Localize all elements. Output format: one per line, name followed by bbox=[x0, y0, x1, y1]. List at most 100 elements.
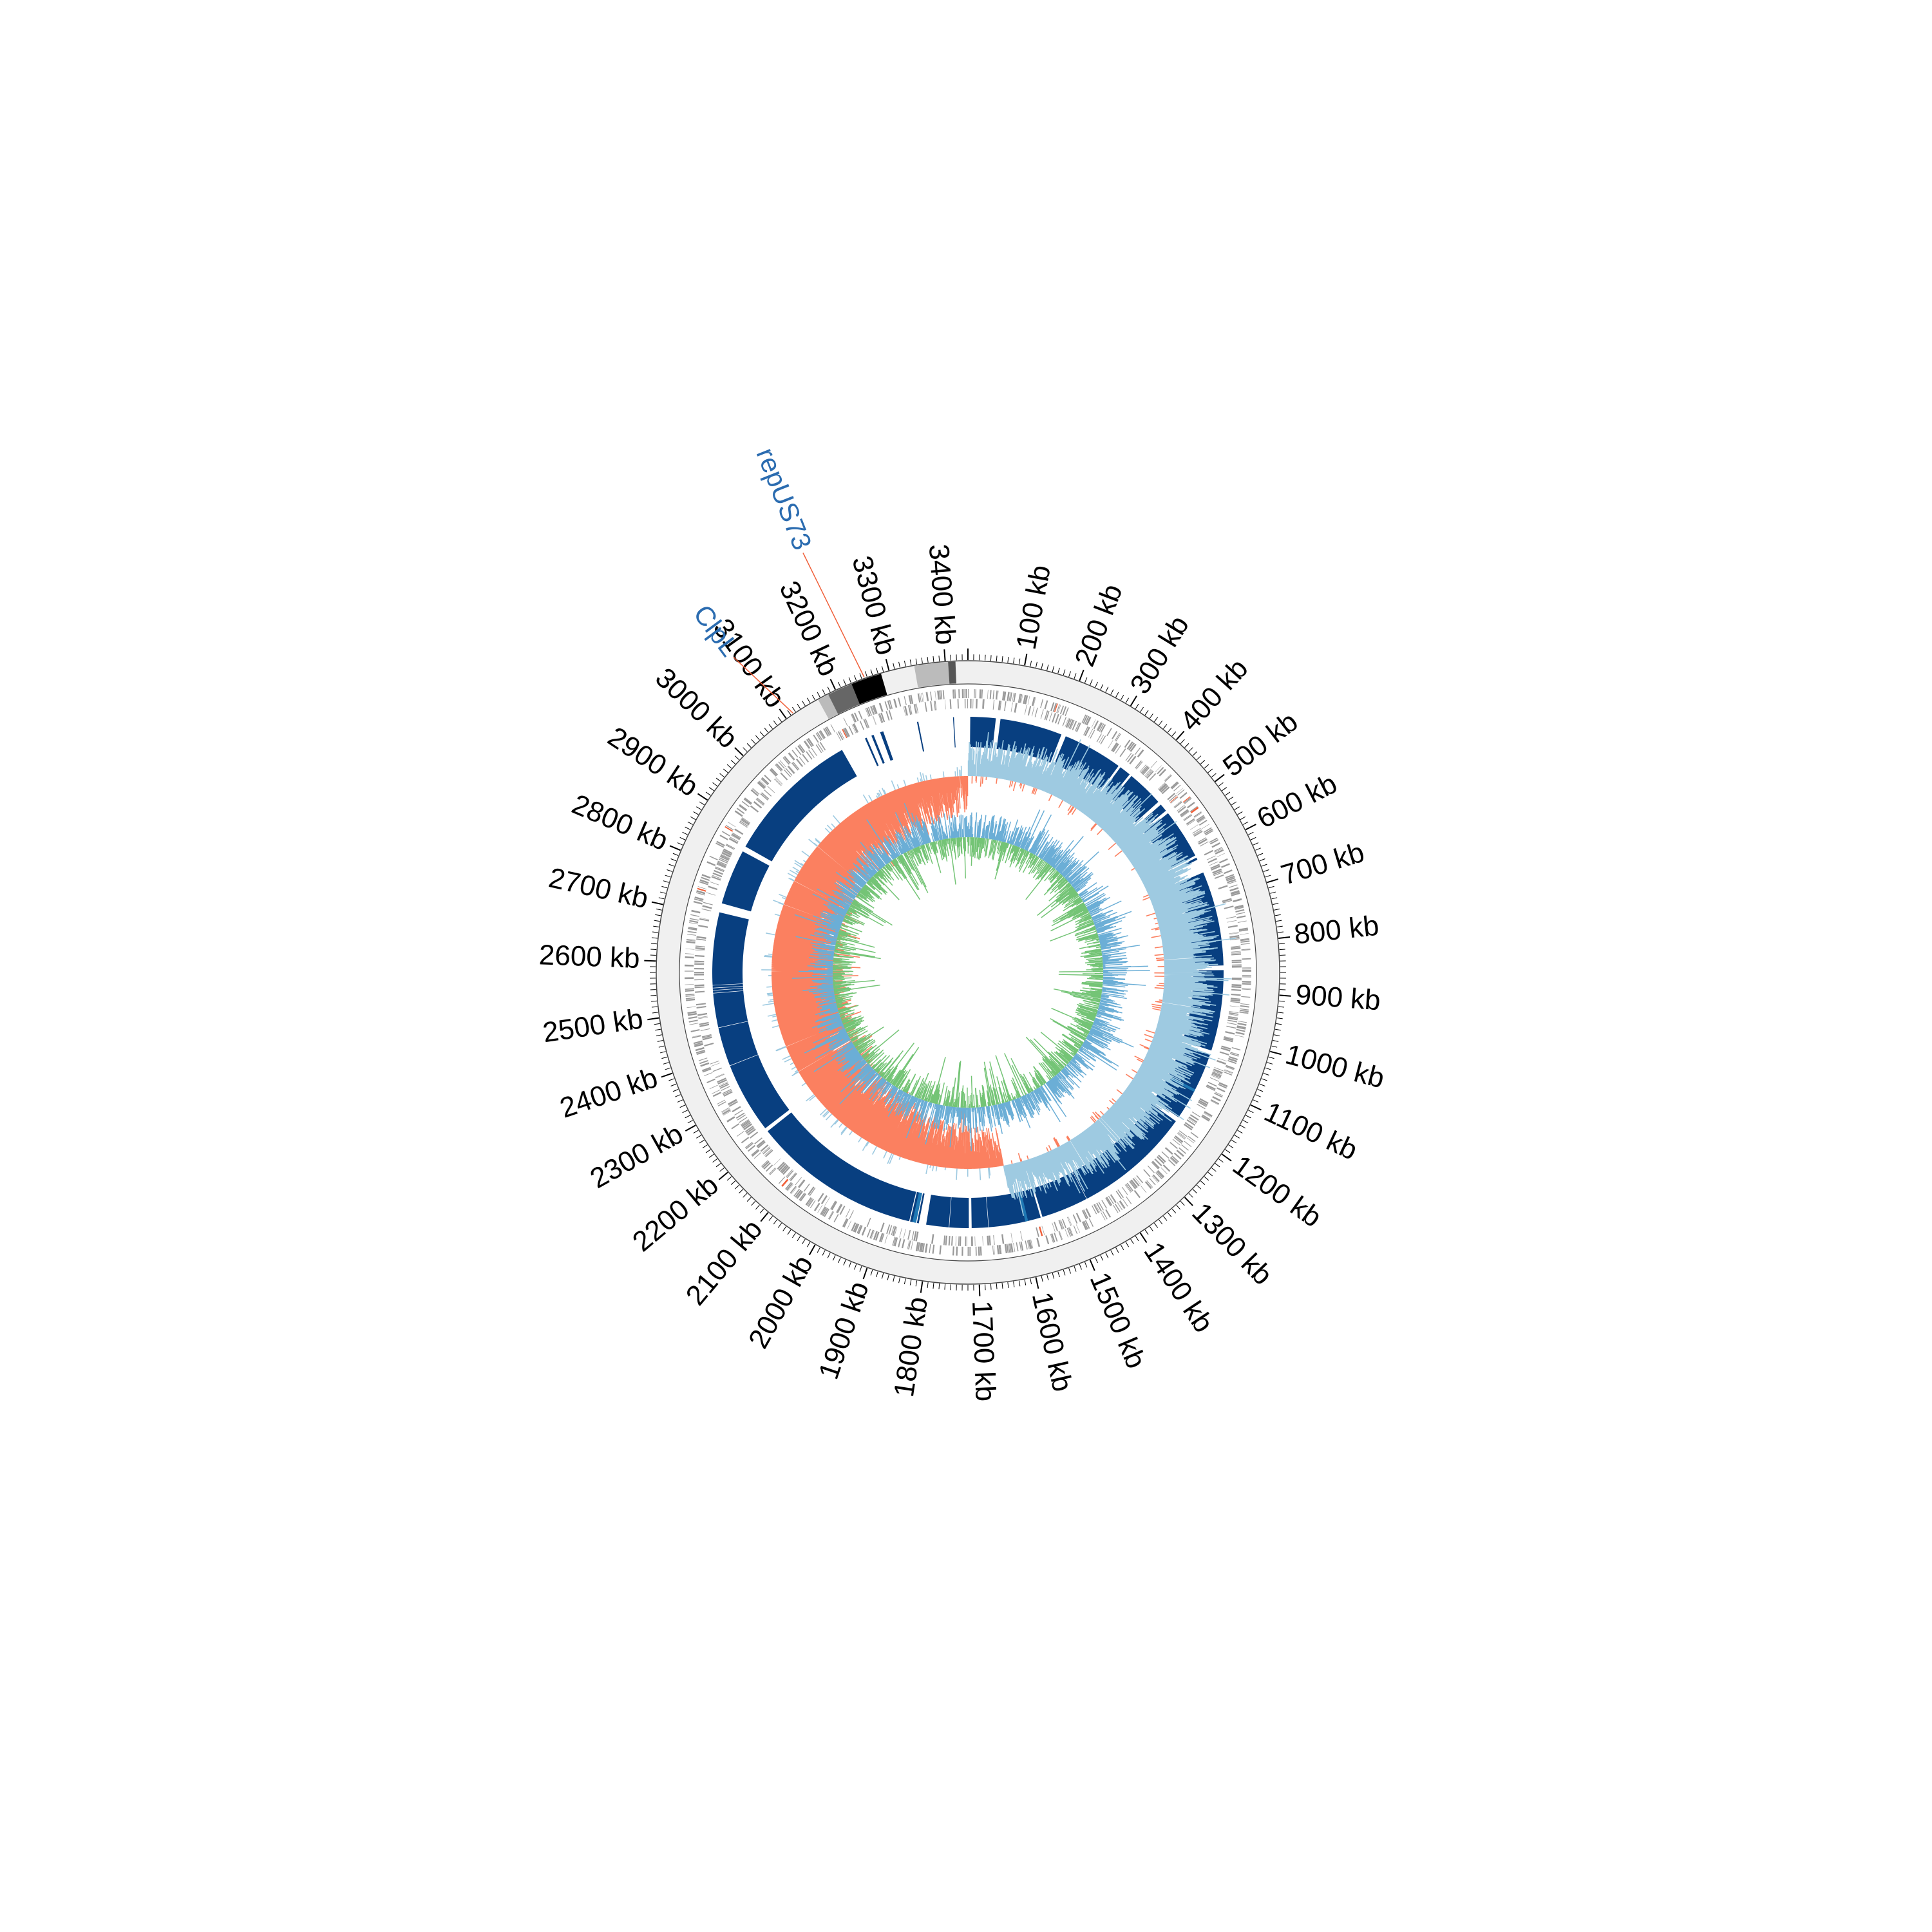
gene-feature bbox=[1151, 1160, 1160, 1169]
gene-feature bbox=[1013, 1243, 1016, 1252]
minor-tick bbox=[843, 1260, 846, 1265]
gene-feature bbox=[1134, 1177, 1141, 1185]
gene-feature bbox=[1222, 898, 1232, 902]
minor-tick bbox=[696, 1135, 702, 1139]
gene-feature bbox=[1230, 890, 1240, 894]
gene-feature bbox=[904, 706, 908, 716]
minor-tick bbox=[1204, 764, 1209, 769]
gene-feature bbox=[1203, 827, 1212, 833]
gene-feature bbox=[685, 995, 695, 997]
gene-feature bbox=[1051, 1233, 1056, 1243]
minor-tick bbox=[1074, 1265, 1077, 1272]
gene-feature bbox=[1197, 837, 1207, 843]
minor-tick bbox=[1063, 1269, 1066, 1276]
gene-feature bbox=[703, 902, 713, 905]
minor-tick bbox=[668, 864, 675, 867]
gene-feature bbox=[747, 1128, 755, 1135]
gene-feature bbox=[773, 1158, 781, 1166]
gene-feature bbox=[735, 1112, 745, 1119]
gene-feature bbox=[686, 998, 696, 1001]
gene-feature bbox=[1170, 1142, 1178, 1150]
gene-feature bbox=[857, 1224, 862, 1234]
gene-feature bbox=[716, 840, 725, 847]
gene-feature bbox=[1198, 819, 1208, 826]
gene-feature bbox=[975, 689, 976, 699]
gene-feature bbox=[717, 1077, 726, 1083]
minor-tick bbox=[876, 667, 878, 674]
gene-feature bbox=[854, 1224, 860, 1233]
minor-tick bbox=[938, 656, 940, 662]
gene-feature bbox=[830, 724, 836, 733]
gene-feature bbox=[709, 855, 718, 860]
gene-feature bbox=[797, 745, 804, 753]
gene-feature bbox=[1031, 706, 1035, 717]
gene-feature bbox=[706, 861, 716, 866]
major-tick bbox=[647, 1017, 659, 1021]
gene-feature bbox=[1170, 796, 1178, 803]
minor-tick bbox=[933, 1283, 934, 1289]
gene-feature bbox=[761, 792, 770, 800]
gene-feature bbox=[880, 1222, 885, 1233]
gene-feature bbox=[1225, 1066, 1235, 1070]
homology-segment bbox=[1102, 767, 1130, 798]
gene-feature bbox=[819, 741, 826, 751]
gene-feature bbox=[795, 758, 804, 768]
gene-feature bbox=[757, 1141, 766, 1149]
gene-feature bbox=[893, 698, 898, 708]
major-tick bbox=[1250, 1104, 1262, 1111]
gene-feature bbox=[1187, 801, 1195, 809]
gene-feature bbox=[736, 808, 745, 814]
gene-feature bbox=[742, 1122, 752, 1129]
gene-feature bbox=[1214, 848, 1223, 853]
minor-tick bbox=[1125, 697, 1130, 703]
gene-feature bbox=[1229, 932, 1239, 934]
minor-tick bbox=[1115, 1247, 1119, 1253]
gene-feature bbox=[1010, 702, 1013, 712]
gene-feature bbox=[954, 689, 956, 699]
gene-feature bbox=[712, 875, 721, 879]
minor-tick bbox=[802, 1238, 806, 1244]
minor-tick bbox=[1270, 891, 1276, 894]
gene-feature bbox=[1152, 1174, 1160, 1182]
gene-feature bbox=[803, 1183, 810, 1192]
gene-feature bbox=[925, 692, 929, 701]
minor-tick bbox=[665, 875, 671, 878]
gene-feature bbox=[937, 690, 940, 700]
gene-feature bbox=[970, 1246, 971, 1256]
minor-tick bbox=[1279, 949, 1285, 951]
gene-feature bbox=[685, 977, 694, 980]
gene-feature bbox=[1240, 938, 1250, 942]
gene-feature bbox=[775, 777, 783, 785]
gene-feature bbox=[1239, 929, 1249, 932]
gene-feature bbox=[1072, 1214, 1078, 1224]
gene-feature bbox=[695, 948, 705, 951]
gene-feature bbox=[1058, 1220, 1063, 1230]
minor-tick bbox=[768, 724, 773, 729]
gene-feature bbox=[1066, 1227, 1072, 1237]
gene-feature bbox=[756, 1139, 765, 1148]
gene-feature bbox=[717, 860, 727, 866]
gene-feature bbox=[1060, 1219, 1065, 1229]
gene-feature bbox=[752, 788, 760, 795]
gene-feature bbox=[717, 1099, 726, 1104]
gene-feature bbox=[940, 690, 943, 700]
gene-feature bbox=[1199, 841, 1209, 847]
tick-label: 2300 kb bbox=[585, 1118, 688, 1195]
minor-tick bbox=[654, 920, 660, 922]
gene-feature bbox=[753, 1152, 762, 1159]
gene-feature bbox=[1223, 1037, 1234, 1041]
homology-gap bbox=[986, 1197, 989, 1227]
gene-feature bbox=[718, 1081, 728, 1086]
gene-feature bbox=[1054, 1233, 1058, 1242]
gene-feature bbox=[828, 1211, 833, 1220]
major-tick bbox=[1130, 696, 1137, 706]
gene-feature bbox=[693, 1040, 703, 1045]
gene-feature bbox=[1229, 1011, 1239, 1014]
gene-feature bbox=[734, 1110, 743, 1116]
gene-feature bbox=[1242, 989, 1251, 990]
minor-tick bbox=[1276, 920, 1282, 922]
gene-feature bbox=[972, 699, 974, 709]
gene-feature bbox=[1227, 880, 1236, 885]
gene-feature bbox=[1236, 1028, 1245, 1032]
gene-feature bbox=[1228, 1014, 1238, 1016]
